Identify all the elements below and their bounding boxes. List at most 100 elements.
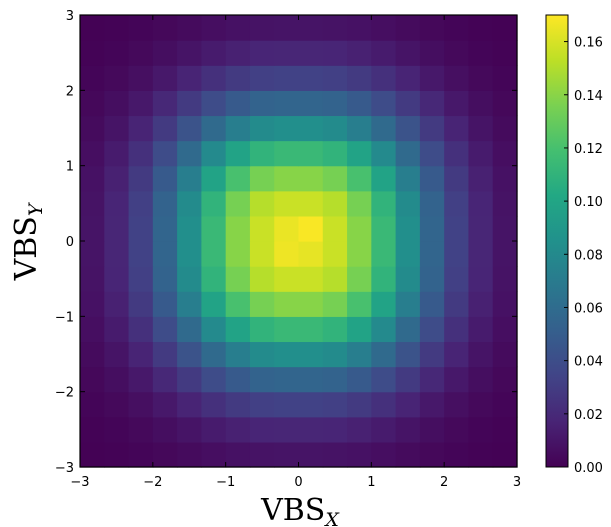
heatmap-cell xyxy=(322,15,348,41)
heatmap-cell xyxy=(201,241,227,267)
colorbar-gradient xyxy=(545,14,569,468)
heatmap-cell xyxy=(249,90,275,117)
heatmap-cell xyxy=(177,40,202,66)
heatmap-cell xyxy=(249,165,275,192)
heatmap-cell xyxy=(468,15,494,41)
heatmap-cell xyxy=(128,115,154,142)
heatmap-cell xyxy=(298,291,324,317)
heatmap-cell xyxy=(371,366,397,393)
heatmap-cell xyxy=(80,190,105,217)
heatmap-cell xyxy=(298,316,324,343)
heatmap-cell xyxy=(128,341,154,368)
heatmap-cell xyxy=(322,241,348,267)
heatmap-cell xyxy=(80,15,105,41)
heatmap-cell xyxy=(395,441,421,468)
heatmap-cell xyxy=(322,90,348,117)
colorbar-tick-label: 0.02 xyxy=(574,408,603,423)
heatmap-cell xyxy=(128,366,154,393)
y-tick-label: −3 xyxy=(55,461,74,476)
heatmap-cell xyxy=(419,40,445,66)
heatmap-cell xyxy=(298,441,324,468)
x-axis-label: VBSX xyxy=(260,493,340,527)
x-tick-label: 0 xyxy=(294,475,302,490)
heatmap-cell xyxy=(225,291,251,317)
heatmap-cell xyxy=(298,90,324,117)
heatmap-cell xyxy=(468,165,494,192)
heatmap-cell xyxy=(80,391,105,418)
heatmap-cell xyxy=(80,40,105,66)
heatmap-cell xyxy=(249,215,275,242)
heatmap-cell xyxy=(322,266,348,292)
heatmap-cell xyxy=(347,291,372,317)
heatmap-cell xyxy=(128,241,154,267)
heatmap-cell xyxy=(444,441,470,468)
heatmap-cell xyxy=(444,366,470,393)
heatmap-cell xyxy=(249,40,275,66)
heatmap-cell xyxy=(249,190,275,217)
heatmap-cell xyxy=(322,40,348,66)
heatmap-cell xyxy=(347,241,372,267)
heatmap-cell xyxy=(444,140,470,167)
heatmap-cell xyxy=(274,266,300,292)
heatmap-cell xyxy=(177,215,202,242)
x-tick-label: 3 xyxy=(513,475,521,490)
heatmap-cell xyxy=(468,65,494,91)
heatmap-cell xyxy=(468,115,494,142)
heatmap-cell xyxy=(152,190,178,217)
heatmap-cell xyxy=(80,366,105,393)
heatmap-cell xyxy=(371,40,397,66)
heatmap-cell xyxy=(371,441,397,468)
heatmap-cell xyxy=(249,391,275,418)
heatmap-cell xyxy=(371,165,397,192)
heatmap-cell xyxy=(201,90,227,117)
heatmap-cell xyxy=(128,291,154,317)
heatmap-cell xyxy=(225,90,251,117)
heatmap-cell xyxy=(104,15,130,41)
y-axis-label-subscript: Y xyxy=(25,201,47,216)
heatmap-cell xyxy=(298,266,324,292)
x-tick-label: 2 xyxy=(440,475,448,490)
heatmap-cell xyxy=(492,416,518,443)
heatmap-cell xyxy=(128,40,154,66)
heatmap-cell xyxy=(468,266,494,292)
heatmap-cell xyxy=(274,165,300,192)
heatmap-cell xyxy=(322,366,348,393)
heatmap-cell xyxy=(128,416,154,443)
heatmap-cell xyxy=(249,416,275,443)
heatmap-cell xyxy=(274,140,300,167)
heatmap-cell xyxy=(419,215,445,242)
heatmap-cell xyxy=(80,140,105,167)
heatmap-cell xyxy=(347,165,372,192)
heatmap-cell xyxy=(444,190,470,217)
heatmap-cell xyxy=(201,165,227,192)
heatmap-cell xyxy=(444,291,470,317)
heatmap-cell xyxy=(444,40,470,66)
y-axis-label-main: VBS xyxy=(9,216,44,281)
heatmap-cell xyxy=(274,416,300,443)
heatmap-cell xyxy=(371,391,397,418)
heatmap-cell xyxy=(249,316,275,343)
heatmap-cell xyxy=(201,266,227,292)
heatmap-cell xyxy=(225,391,251,418)
colorbar-ticks: 0.00 0.02 0.04 0.06 0.08 0.10 0.12 0.14 0.16 xyxy=(564,36,603,476)
heatmap-cell xyxy=(371,115,397,142)
heatmap-cell xyxy=(419,441,445,468)
heatmap-cell xyxy=(274,65,300,91)
heatmap-cell xyxy=(177,165,202,192)
heatmap-cell xyxy=(177,266,202,292)
heatmap-cell xyxy=(371,341,397,368)
heatmap-cell xyxy=(322,291,348,317)
heatmap-cell xyxy=(177,15,202,41)
heatmap-cell xyxy=(371,90,397,117)
heatmap-cell xyxy=(104,215,130,242)
heatmap-cell xyxy=(225,40,251,66)
heatmap-cell xyxy=(225,316,251,343)
heatmap-cell xyxy=(104,115,130,142)
heatmap-cell xyxy=(152,341,178,368)
heatmap-cell xyxy=(395,316,421,343)
heatmap-cell xyxy=(347,416,372,443)
heatmap-cell xyxy=(347,90,372,117)
x-tick-label: −3 xyxy=(70,475,89,490)
heatmap-cell xyxy=(492,215,518,242)
heatmap-cell xyxy=(395,190,421,217)
